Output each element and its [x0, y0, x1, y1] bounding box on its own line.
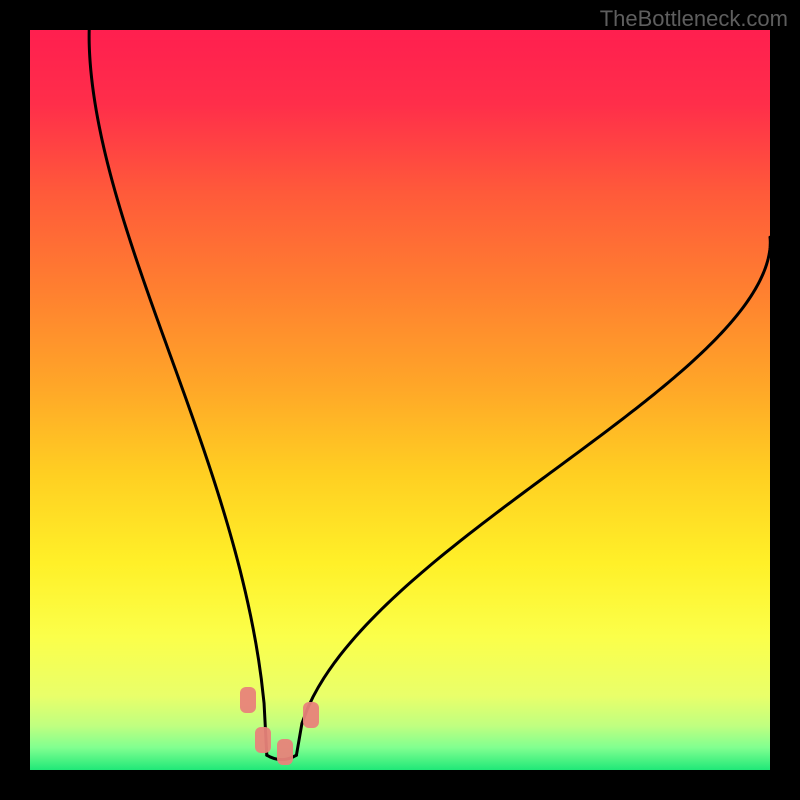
- datapoint-marker: [255, 727, 271, 753]
- datapoint-marker: [277, 739, 293, 765]
- datapoint-marker: [240, 687, 256, 713]
- datapoint-marker: [303, 702, 319, 728]
- bottleneck-curve: [30, 30, 770, 770]
- watermark-text: TheBottleneck.com: [600, 6, 788, 32]
- plot-area: [30, 30, 770, 770]
- chart-frame: TheBottleneck.com: [0, 0, 800, 800]
